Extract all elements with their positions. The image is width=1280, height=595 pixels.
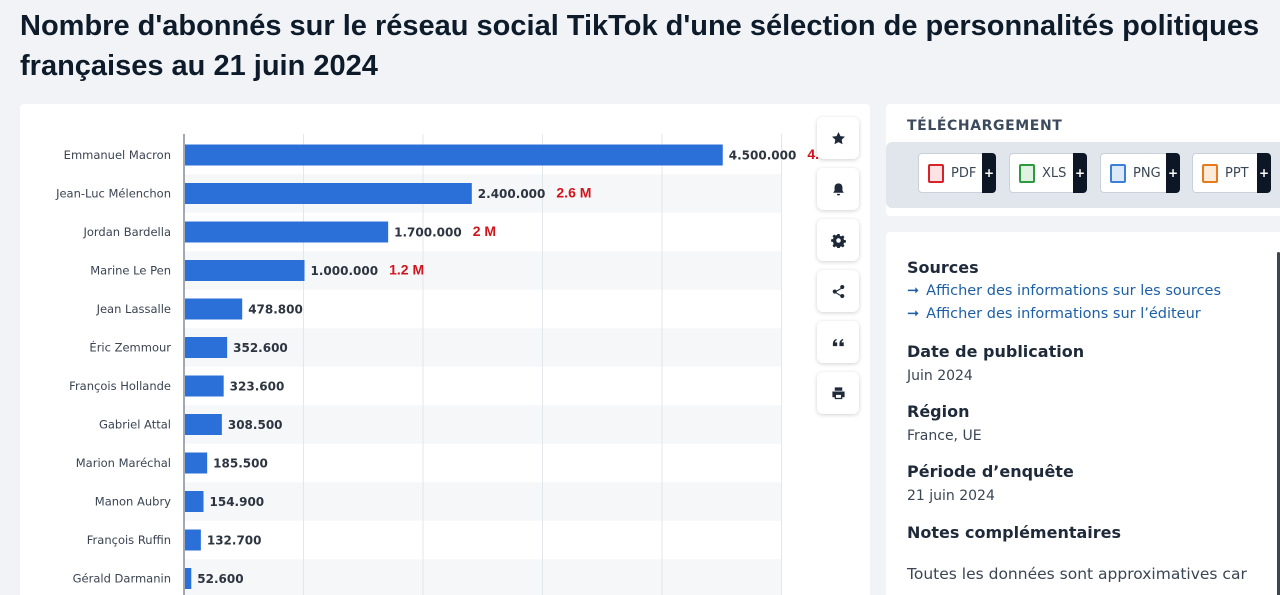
value-label: 478.800: [248, 303, 303, 317]
download-title: TÉLÉCHARGEMENT: [907, 118, 1063, 134]
value-label: 154.900: [210, 495, 265, 509]
png-file-icon: [1110, 163, 1126, 183]
bar: [185, 183, 472, 204]
bar: [185, 144, 723, 166]
download-pdf-plus[interactable]: +: [982, 153, 996, 193]
download-ppt-label: PPT: [1225, 165, 1249, 181]
sources-link[interactable]: ➞ Afficher des informations sur les sourc…: [907, 283, 1221, 299]
value-label: 4.500.000: [729, 149, 797, 163]
bar: [185, 375, 224, 397]
category-label: Marine Le Pen: [90, 264, 171, 278]
download-xls-button[interactable]: XLS +: [1009, 153, 1087, 193]
favorite-button[interactable]: [817, 117, 859, 159]
download-xls-plus[interactable]: +: [1073, 153, 1087, 193]
annotation-label: 1.2 M: [389, 262, 424, 278]
value-label: 352.600: [233, 341, 288, 355]
settings-button[interactable]: [817, 219, 859, 261]
bar: [185, 414, 222, 435]
publisher-link-text[interactable]: Afficher des informations sur l’éditeur: [926, 306, 1201, 322]
region-value: France, UE: [907, 428, 982, 444]
category-label: Jean Lassalle: [96, 302, 171, 316]
row-band: [184, 482, 782, 521]
download-ppt-plus[interactable]: +: [1257, 153, 1271, 193]
bar: [185, 452, 208, 474]
bar: [185, 568, 192, 589]
bar: [185, 260, 305, 281]
value-label: 1.000.000: [311, 264, 379, 278]
row-band: [184, 328, 782, 367]
value-label: 2.400.000: [478, 187, 546, 201]
category-label: Jean-Luc Mélenchon: [55, 187, 171, 201]
notification-button[interactable]: [817, 168, 859, 210]
chart-toolbar: [817, 117, 859, 423]
share-button[interactable]: [817, 270, 859, 312]
publisher-link[interactable]: ➞ Afficher des informations sur l’éditeur: [907, 306, 1201, 322]
download-card: TÉLÉCHARGEMENT PDF + XLS + PNG + PPT +: [886, 104, 1280, 216]
quote-icon: [832, 338, 844, 346]
publication-date-title: Date de publication: [907, 342, 1085, 361]
download-xls-label: XLS: [1042, 165, 1067, 181]
value-label: 1.700.000: [394, 226, 462, 240]
category-label: Marion Maréchal: [76, 456, 171, 470]
bar: [185, 298, 243, 320]
arrow-right-icon: ➞: [907, 283, 920, 299]
notes-title: Notes complémentaires: [907, 523, 1122, 542]
page-title: Nombre d'abonnés sur le réseau social Ti…: [20, 10, 1260, 82]
cite-button[interactable]: [817, 321, 859, 363]
gear-icon: [830, 233, 846, 248]
category-label: Manon Aubry: [95, 495, 171, 509]
category-label: Emmanuel Macron: [64, 148, 171, 162]
survey-period-value: 21 juin 2024: [907, 488, 995, 504]
annotation-label: 2.6 M: [556, 185, 591, 201]
pdf-file-icon: [928, 163, 944, 183]
publication-date-value: Juin 2024: [907, 368, 973, 384]
category-label: Jordan Bardella: [82, 225, 171, 239]
category-label: Gabriel Attal: [99, 418, 171, 432]
annotation-label: 2 M: [473, 223, 496, 239]
bar: [185, 491, 204, 512]
sources-title: Sources: [907, 258, 979, 277]
value-label: 185.500: [213, 457, 268, 471]
star-icon: [831, 131, 845, 144]
sources-link-text[interactable]: Afficher des informations sur les source…: [926, 283, 1222, 299]
share-icon: [832, 284, 844, 298]
download-ppt-button[interactable]: PPT +: [1192, 153, 1271, 193]
download-png-button[interactable]: PNG +: [1100, 153, 1180, 193]
bar: [185, 337, 228, 358]
print-button[interactable]: [817, 372, 859, 414]
ppt-file-icon: [1202, 163, 1218, 183]
bar: [185, 221, 389, 243]
download-pdf-button[interactable]: PDF +: [918, 153, 996, 193]
value-label: 52.600: [197, 572, 243, 586]
category-label: Gérald Darmanin: [73, 572, 171, 586]
download-png-label: PNG: [1133, 165, 1161, 181]
print-icon: [831, 386, 845, 399]
xls-file-icon: [1019, 163, 1035, 183]
category-label: François Hollande: [69, 379, 171, 393]
value-label: 308.500: [228, 418, 283, 432]
value-label: 323.600: [230, 380, 285, 394]
arrow-right-icon: ➞: [907, 306, 920, 322]
notes-text: Toutes les données sont approximatives c…: [907, 565, 1247, 583]
region-title: Région: [907, 402, 970, 421]
survey-period-title: Période d’enquête: [907, 462, 1074, 481]
value-label: 132.700: [207, 534, 262, 548]
download-png-plus[interactable]: +: [1166, 153, 1180, 193]
category-label: Éric Zemmour: [89, 340, 171, 355]
download-pdf-label: PDF: [951, 165, 977, 181]
bar: [185, 529, 201, 551]
row-band: [184, 559, 782, 595]
category-label: François Ruffin: [87, 533, 171, 547]
download-buttons-bar: PDF + XLS + PNG + PPT +: [886, 142, 1280, 208]
info-scrollbar[interactable]: [1277, 252, 1280, 595]
bell-icon: [832, 182, 844, 195]
row-band: [184, 405, 782, 444]
info-card: Sources ➞ Afficher des informations sur l…: [886, 232, 1280, 595]
